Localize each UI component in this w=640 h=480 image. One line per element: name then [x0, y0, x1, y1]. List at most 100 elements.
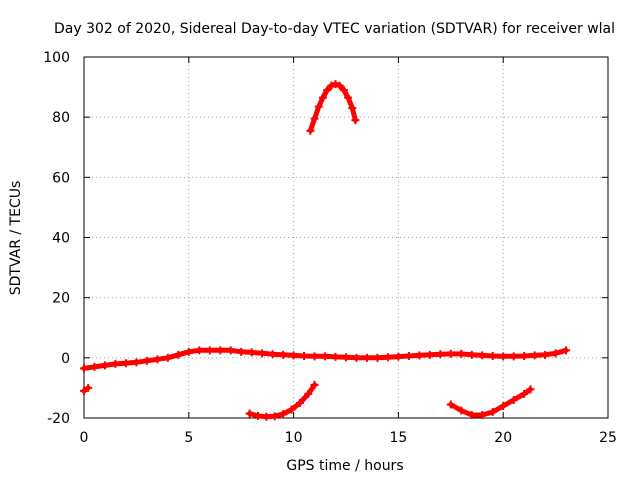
data-point — [499, 352, 508, 361]
data-point — [373, 353, 382, 362]
series-segment — [247, 382, 318, 420]
y-tick-label: -20 — [47, 411, 70, 427]
y-tick-label: 20 — [52, 291, 70, 307]
data-point — [195, 346, 204, 355]
data-point — [436, 350, 445, 359]
data-point — [253, 411, 262, 420]
x-tick-label: 25 — [599, 430, 617, 446]
data-point — [321, 352, 330, 361]
data-point — [488, 407, 497, 416]
data-point — [318, 93, 327, 102]
data-point — [551, 349, 560, 358]
data-point — [245, 409, 254, 418]
data-point — [121, 359, 130, 368]
x-tick-label: 10 — [285, 430, 303, 446]
data-point — [457, 349, 466, 358]
x-axis-label: GPS time / hours — [286, 458, 403, 474]
data-point — [84, 383, 93, 392]
data-point — [216, 346, 225, 355]
data-point — [457, 406, 466, 415]
data-point — [530, 351, 539, 360]
series-sdtvar — [80, 80, 571, 421]
chart-title: Day 302 of 2020, Sidereal Day-to-day VTE… — [54, 21, 615, 37]
x-tick-label: 5 — [184, 430, 193, 446]
y-tick-label: 100 — [43, 50, 70, 66]
data-point — [562, 346, 571, 355]
data-point — [270, 412, 279, 421]
data-point — [205, 346, 214, 355]
data-point — [289, 351, 298, 360]
x-tick-label: 0 — [80, 430, 89, 446]
data-point — [258, 349, 267, 358]
data-point — [300, 352, 309, 361]
data-point — [287, 405, 296, 414]
data-point — [268, 350, 277, 359]
data-point — [153, 355, 162, 364]
data-point — [541, 350, 550, 359]
data-point — [446, 400, 455, 409]
data-point — [383, 353, 392, 362]
data-point — [331, 80, 340, 89]
y-tick-label: 80 — [52, 110, 70, 126]
data-point — [509, 395, 518, 404]
data-point — [467, 350, 476, 359]
data-point — [352, 353, 361, 362]
y-tick-label: 40 — [52, 231, 70, 247]
x-tick-label: 15 — [389, 430, 407, 446]
data-point — [306, 126, 315, 135]
data-point — [478, 410, 487, 419]
data-point — [478, 351, 487, 360]
data-point — [351, 116, 360, 125]
data-point — [310, 114, 319, 123]
data-point — [262, 412, 271, 421]
data-point — [488, 352, 497, 361]
data-point — [331, 352, 340, 361]
y-axis-label: SDTVAR / TECUs — [8, 181, 24, 296]
y-tick-label: 0 — [61, 351, 70, 367]
data-point — [304, 389, 313, 398]
data-point — [394, 352, 403, 361]
grid — [84, 57, 608, 418]
data-point — [348, 104, 357, 113]
data-point — [509, 352, 518, 361]
data-point — [163, 353, 172, 362]
data-point — [184, 347, 193, 356]
data-point — [499, 401, 508, 410]
plot-frame — [83, 56, 609, 419]
data-point — [295, 398, 304, 407]
data-point — [520, 389, 529, 398]
data-point — [226, 346, 235, 355]
data-point — [247, 348, 256, 357]
data-point — [310, 352, 319, 361]
data-point — [467, 410, 476, 419]
data-point — [80, 386, 88, 395]
data-point — [339, 86, 348, 95]
data-point — [111, 359, 120, 368]
data-point — [526, 385, 535, 394]
data-point — [237, 347, 246, 356]
data-point — [344, 93, 353, 102]
data-point — [310, 380, 319, 389]
data-point — [520, 352, 529, 361]
data-point — [314, 102, 323, 111]
data-point — [415, 351, 424, 360]
data-point — [279, 350, 288, 359]
data-point — [362, 353, 371, 362]
data-point — [90, 362, 99, 371]
data-point — [446, 349, 455, 358]
data-point — [142, 356, 151, 365]
data-point — [327, 81, 336, 90]
data-point — [323, 86, 332, 95]
data-point — [100, 361, 109, 370]
y-tick-label: 60 — [52, 170, 70, 186]
data-point — [279, 410, 288, 419]
data-point — [80, 364, 88, 373]
axis-ticks: 0 5 10 15 20 25 -20 0 20 40 60 80 100 — [43, 50, 617, 446]
data-point — [425, 350, 434, 359]
data-point — [174, 350, 183, 359]
data-point — [404, 352, 413, 361]
data-point — [132, 358, 141, 367]
x-tick-label: 20 — [494, 430, 512, 446]
data-point — [335, 81, 344, 90]
